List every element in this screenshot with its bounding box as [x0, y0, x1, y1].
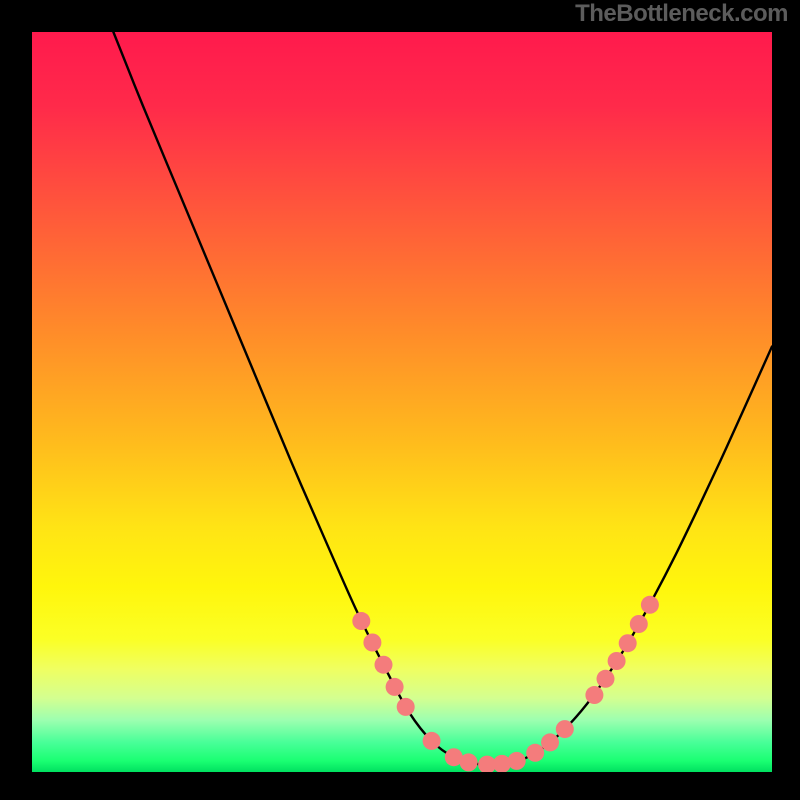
chart-stage: TheBottleneck.com	[0, 0, 800, 800]
data-marker	[397, 698, 415, 716]
data-marker	[508, 752, 526, 770]
data-marker	[423, 732, 441, 750]
data-marker	[363, 634, 381, 652]
data-marker	[608, 652, 626, 670]
data-marker	[460, 753, 478, 771]
chart-svg	[32, 32, 772, 772]
data-marker	[541, 733, 559, 751]
data-marker	[352, 612, 370, 630]
watermark-text: TheBottleneck.com	[575, 0, 788, 28]
data-marker	[375, 656, 393, 674]
data-marker	[630, 615, 648, 633]
data-marker	[556, 720, 574, 738]
data-marker	[526, 744, 544, 762]
data-marker	[597, 670, 615, 688]
data-marker	[585, 686, 603, 704]
data-marker	[619, 634, 637, 652]
gradient-background	[32, 32, 772, 772]
plot-area	[32, 32, 772, 772]
data-marker	[386, 678, 404, 696]
data-marker	[641, 596, 659, 614]
